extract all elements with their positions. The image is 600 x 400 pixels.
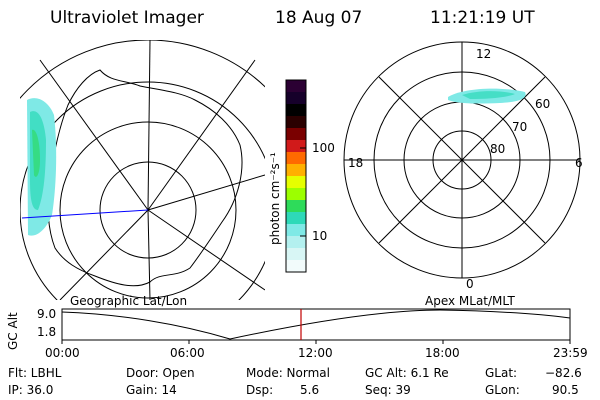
geo-lat-circle: [99, 161, 197, 259]
geo-lat-circle: [20, 81, 265, 300]
geo-lat-circle: [59, 121, 237, 299]
polar-map: [343, 41, 581, 279]
altitude-xtick: 00:00: [45, 346, 80, 360]
altitude-curve: [61, 309, 571, 340]
colorbar: [286, 80, 306, 273]
lat-label-60: 60: [535, 97, 551, 111]
mlt-label-right: 6: [575, 156, 583, 170]
mlt-label-left: 18: [348, 156, 364, 170]
lat-label-80: 80: [490, 142, 506, 156]
colorbar-segment: [286, 260, 306, 273]
colorbar-segment: [286, 128, 306, 141]
geo-meridian: [147, 209, 151, 300]
info-seq: Seq: 39: [365, 383, 411, 397]
colorbar-tick-10: 10: [312, 229, 328, 243]
altitude-xticks: [61, 340, 571, 344]
info-dsp-label: Dsp:: [246, 383, 274, 397]
altitude-xtick: 12:00: [298, 346, 333, 360]
colorbar-segment: [286, 116, 306, 129]
info-glon-value: 90.5: [552, 383, 579, 397]
colorbar-label: photon cm⁻²s⁻¹: [268, 152, 282, 245]
polar-aurora: [448, 88, 526, 104]
geo-meridian: [147, 40, 151, 211]
colorbar-segment: [286, 104, 306, 117]
geo-meridian: [147, 59, 256, 211]
date-label: 18 Aug 07: [275, 8, 363, 28]
altitude-xtick: 06:00: [170, 346, 205, 360]
colorbar-segment: [286, 200, 306, 213]
colorbar-tick-100: 100: [312, 141, 335, 155]
lat-label-70: 70: [512, 120, 528, 134]
geo-meridian: [147, 209, 265, 291]
colorbar-segment: [286, 248, 306, 261]
info-glon-label: GLon:: [485, 383, 520, 397]
colorbar-segment: [286, 224, 306, 237]
altitude-ytick-9: 9.0: [37, 307, 57, 321]
info-ip: IP: 36.0: [8, 383, 54, 397]
colorbar-segment: [286, 164, 306, 177]
satellite-track-line: [21, 209, 149, 219]
app-title: Ultraviolet Imager: [50, 8, 204, 28]
altitude-xtick: 23:59: [553, 346, 588, 360]
altitude-ylabel: GC Alt: [6, 312, 20, 350]
altitude-panel-frame: [61, 308, 571, 341]
colorbar-segment: [286, 140, 306, 153]
info-glat-value: −82.6: [545, 366, 582, 380]
info-door: Door: Open: [126, 366, 195, 380]
geo-meridian: [39, 59, 149, 211]
info-glat-label: GLat:: [485, 366, 518, 380]
geo-aurora: [27, 98, 57, 236]
polar-axis: [378, 76, 546, 244]
colorbar-segment: [286, 92, 306, 105]
continent-outline: [47, 69, 243, 287]
geo-meridian: [147, 174, 265, 211]
info-mode: Mode: Normal: [246, 366, 330, 380]
colorbar-frame: [285, 79, 307, 273]
time-label: 11:21:19 UT: [430, 8, 535, 28]
geo-meridian: [59, 209, 149, 300]
geo-caption: Geographic Lat/Lon: [70, 294, 188, 308]
colorbar-segment: [286, 152, 306, 165]
colorbar-segment: [286, 212, 306, 225]
colorbar-segment: [286, 188, 306, 201]
mlt-label-top: 12: [476, 47, 492, 61]
polar-caption: Apex MLat/MLT: [425, 294, 515, 308]
info-gain: Gain: 14: [126, 383, 177, 397]
info-dsp-value: 5.6: [300, 383, 320, 397]
colorbar-segment: [286, 236, 306, 249]
colorbar-segment: [286, 80, 306, 93]
mlt-label-bottom: 0: [466, 277, 474, 291]
altitude-xtick: 18:00: [425, 346, 460, 360]
info-gcalt: GC Alt: 6.1 Re: [365, 366, 449, 380]
altitude-ytick-1-8: 1.8: [37, 325, 57, 339]
info-flt: Flt: LBHL: [8, 366, 62, 380]
colorbar-segment: [286, 176, 306, 189]
